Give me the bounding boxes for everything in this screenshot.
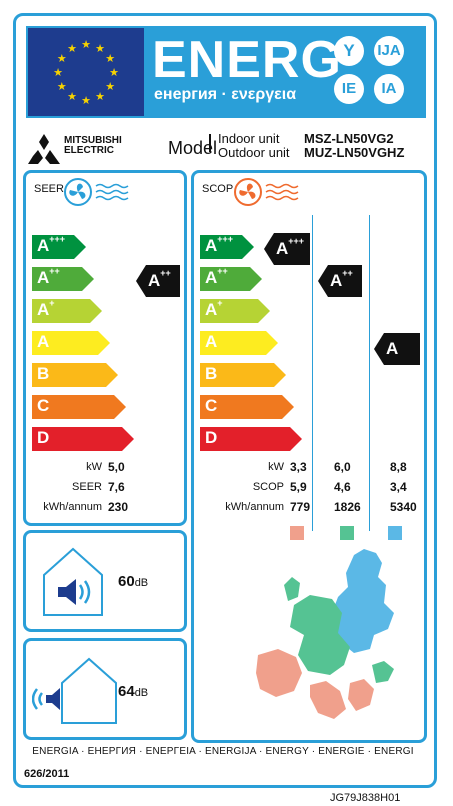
model-label: Model (168, 138, 218, 158)
eu-star-icon: ★ (67, 91, 77, 103)
seer-scale-bar: A+ (32, 298, 102, 323)
eu-star-icon: ★ (67, 43, 77, 55)
eu-star-icon: ★ (105, 81, 115, 93)
eu-star-icon: ★ (57, 81, 67, 93)
indoor-noise-value: 60dB (118, 573, 149, 590)
scop-scale-bar: B (200, 363, 286, 387)
scop-title: SCOP (202, 183, 234, 195)
scop-average-kwh: 1826 (334, 500, 361, 514)
eu-star-icon: ★ (53, 67, 63, 79)
seer-kw-value: 5,0 (108, 460, 125, 474)
seer-scale-bar: A (32, 331, 110, 355)
cooling-fan-icon (64, 178, 129, 206)
lang-suffix-ie: IE (334, 74, 364, 104)
scop-column-divider-2 (369, 215, 370, 531)
scop-rating-colder: A (374, 333, 420, 365)
scop-scale-bar: A++ (200, 266, 262, 291)
outdoor-noise-value: 64dB (118, 683, 149, 700)
scop-rating-warmer: A+++ (264, 233, 310, 265)
label-code: JG79J838H01 (330, 792, 401, 804)
indoor-model: MSZ-LN50VG2 (304, 131, 394, 146)
energy-subtitle: енергия · ενεργεια (154, 86, 297, 103)
model-divider (209, 134, 211, 152)
brand-line2: ELECTRIC (64, 145, 114, 156)
scop-warmer-scop: 5,9 (290, 480, 307, 494)
three-diamonds-logo-icon (28, 134, 60, 164)
seer-kwh-label: kWh/annum (43, 501, 102, 513)
warmer-zone-swatch (290, 526, 304, 540)
brand-name: MITSUBISHI ELECTRIC (64, 136, 122, 156)
scop-scale-bar: A+++ (200, 234, 254, 259)
eu-star-icon: ★ (81, 95, 91, 107)
scop-column-divider-1 (312, 215, 313, 531)
scop-kw-label: kW (268, 461, 284, 473)
seer-seer-label: SEER (72, 481, 102, 493)
seer-rating-indicator: A++ (136, 265, 180, 297)
scop-scale-bar: C (200, 395, 294, 419)
seer-rating-arrow (136, 265, 180, 297)
seer-title: SEER (34, 183, 64, 195)
scop-warmer-kwh: 779 (290, 500, 311, 514)
seer-panel: SEER A+++ A++ A+ A B C D A++ kW 5,0 SEER 7,6 k… (23, 170, 187, 526)
indoor-noise-panel: 60dB (23, 530, 187, 632)
footer-languages: ENERGIA · ЕНЕРГИЯ · ΕΝΕΡΓΕΙΑ · ENERGIJA … (32, 746, 414, 757)
eu-flag: ★ ★ ★ ★ ★ ★ ★ ★ ★ ★ ★ ★ (28, 28, 144, 116)
eu-star-icon: ★ (109, 67, 119, 79)
energy-header: ★ ★ ★ ★ ★ ★ ★ ★ ★ ★ ★ ★ ENERG енергия · ενεργεια Y … (26, 26, 426, 118)
regulation-number: 626/2011 (24, 768, 70, 780)
eu-star-icon: ★ (105, 53, 115, 65)
lang-suffix-ija: IJA (374, 36, 404, 66)
seer-seer-value: 7,6 (108, 480, 125, 494)
seer-kwh-value: 230 (108, 500, 129, 514)
scop-rating-average: A++ (318, 265, 362, 297)
seer-scale-bar: A++ (32, 266, 94, 291)
energy-banner: ENERG енергия · ενεργεια Y IJA IE IA (144, 28, 424, 116)
eu-star-icon: ★ (57, 53, 67, 65)
scop-panel: SCOP A+++ A++ A+ A B C D A+++ A++ A kW SCOP kW… (191, 170, 427, 743)
unit-values: MSZ-LN50VG2 MUZ-LN50VGHZ (304, 132, 404, 160)
outdoor-noise-panel: 64dB (23, 638, 187, 740)
scop-average-scop: 4,6 (334, 480, 351, 494)
unit-labels: Indoor unit Outdoor unit (218, 132, 290, 160)
energy-title: ENERG (152, 31, 342, 89)
scop-colder-kwh: 5340 (390, 500, 417, 514)
speaker-in-house-icon (43, 547, 103, 616)
eu-star-icon: ★ (81, 39, 91, 51)
colder-zone-swatch (388, 526, 402, 540)
energy-label-frame: ★ ★ ★ ★ ★ ★ ★ ★ ★ ★ ★ ★ ENERG енергия · ενεργεια Y … (13, 13, 437, 788)
seer-scale-bar: D (32, 427, 134, 451)
indoor-label: Indoor unit (218, 131, 280, 146)
brand-line1: MITSUBISHI (64, 135, 122, 146)
seer-scale-bar: C (32, 395, 126, 419)
seer-rating-text: A++ (148, 268, 171, 290)
outdoor-label: Outdoor unit (218, 145, 290, 160)
seer-scale-bar: B (32, 363, 118, 387)
scop-warmer-kw: 3,3 (290, 460, 307, 474)
scop-scop-label: SCOP (252, 481, 284, 493)
outdoor-model: MUZ-LN50VGHZ (304, 145, 405, 160)
model-row: MITSUBISHI ELECTRIC Model Indoor unit Ou… (26, 128, 426, 170)
scop-scale-bar: A (200, 331, 278, 355)
seer-kw-label: kW (86, 461, 102, 473)
scop-colder-kw: 8,8 (390, 460, 407, 474)
europe-climate-map-icon (256, 549, 394, 719)
heating-fan-icon (234, 178, 299, 206)
eu-stars-icon: ★★★★★★★★★ ★ ★★ (53, 39, 119, 107)
eu-star-icon: ★ (95, 91, 105, 103)
eu-star-icon: ★ (95, 43, 105, 55)
speaker-outside-house-icon (32, 657, 117, 724)
lang-suffix-y: Y (334, 36, 364, 66)
scop-scale-bar: A+ (200, 298, 270, 323)
scop-scale-bar: D (200, 427, 302, 451)
seer-scale-bar: A+++ (32, 234, 86, 259)
lang-suffix-ia: IA (374, 74, 404, 104)
scop-kwh-label: kWh/annum (225, 501, 284, 513)
average-zone-swatch (340, 526, 354, 540)
scop-average-kw: 6,0 (334, 460, 351, 474)
scop-colder-scop: 3,4 (390, 480, 407, 494)
